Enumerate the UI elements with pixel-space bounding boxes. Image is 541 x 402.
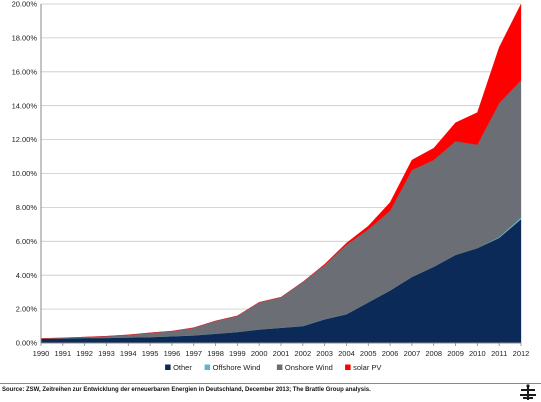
x-tick-label: 1996 [164,349,181,358]
legend-label: solar PV [353,363,381,372]
x-tick-label: 1990 [33,349,50,358]
x-tick-label: 2000 [251,349,268,358]
x-tick-label: 1997 [185,349,202,358]
x-tick-label: 1991 [54,349,71,358]
x-tick-label: 2007 [404,349,421,358]
legend: Other Offshore Wind Onshore Wind solar PV [165,363,381,372]
x-tick-label: 2005 [360,349,377,358]
x-tick-label: 1993 [98,349,115,358]
x-tick-label: 2001 [273,349,290,358]
legend-label: Onshore Wind [285,363,333,372]
x-tick-label: 2004 [338,349,355,358]
y-tick-label: 0.00% [16,339,38,348]
brattle-logo-icon [520,384,536,400]
x-tick-label: 1994 [120,349,137,358]
legend-label: Offshore Wind [213,363,261,372]
x-tick-label: 2003 [316,349,333,358]
y-tick-label: 6.00% [16,237,38,246]
y-tick-label: 20.00% [12,0,38,9]
y-axis-tick-labels: 0.00% 2.00% 4.00% 6.00% 8.00% 10.00% 12.00% 14.… [12,0,38,348]
y-tick-label: 18.00% [12,34,38,43]
x-tick-label: 2002 [294,349,311,358]
x-tick-label: 2009 [447,349,464,358]
x-tick-label: 2010 [469,349,486,358]
x-tick-label: 1998 [207,349,224,358]
y-tick-label: 14.00% [12,101,38,110]
gridlines [41,3,521,344]
x-tick-label: 1999 [229,349,246,358]
x-axis-tick-labels: 1990 1991 1992 1993 1994 1995 1996 1997 1998 1999… [33,349,530,358]
y-tick-label: 2.00% [16,305,38,314]
legend-swatch [276,364,283,370]
legend-label: Other [173,363,192,372]
x-tick-label: 1992 [76,349,93,358]
y-tick-label: 12.00% [12,135,38,144]
axes [40,4,522,346]
y-tick-label: 16.00% [12,67,38,76]
legend-swatch [165,364,171,370]
footer-divider [0,383,541,384]
x-tick-label: 1995 [142,349,159,358]
x-tick-label: 2012 [513,349,530,358]
source-note: Source: ZSW, Zeitreihen zur Entwicklung … [2,387,371,393]
y-tick-label: 8.00% [16,203,38,212]
x-tick-label: 2011 [491,349,507,358]
series-area-solar-pv [40,3,522,339]
y-tick-label: 10.00% [12,169,38,178]
x-tick-label: 2008 [425,349,442,358]
x-tick-label: 2006 [382,349,399,358]
legend-swatch [204,364,211,370]
legend-swatch [345,364,351,370]
y-tick-label: 4.00% [16,271,38,280]
